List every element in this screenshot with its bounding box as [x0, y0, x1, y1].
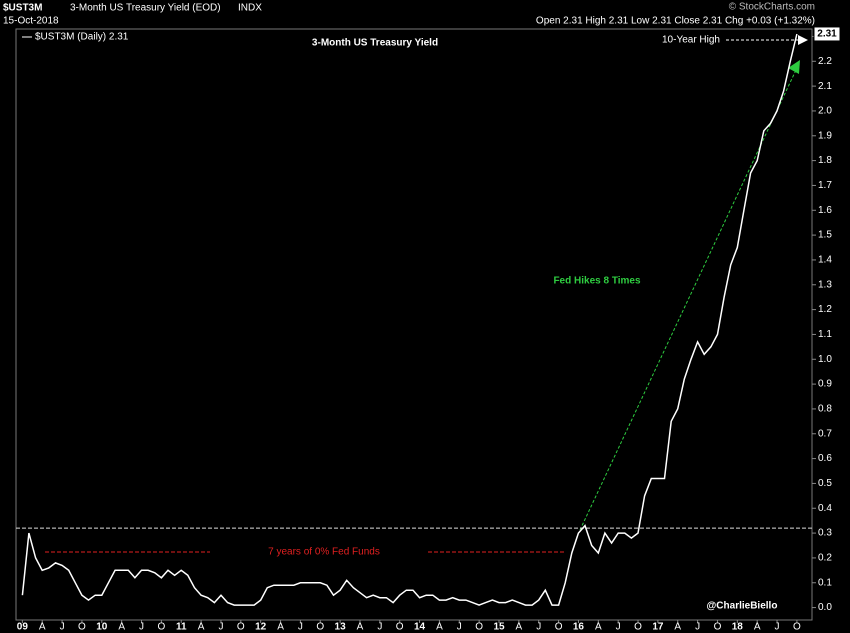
date: 15-Oct-2018 — [3, 16, 59, 27]
x-tick-label: J — [218, 622, 223, 633]
y-tick-label: 1.0 — [818, 354, 832, 365]
x-tick-label: O — [714, 622, 722, 633]
annotation: Fed Hikes 8 Times — [553, 276, 641, 287]
y-tick-label: 0.0 — [818, 602, 832, 613]
y-tick-label: 0.6 — [818, 453, 832, 464]
x-tick-label: O — [793, 622, 801, 633]
legend-entry: $UST3M (Daily) 2.31 — [35, 32, 129, 43]
x-tick-label: 13 — [335, 622, 347, 633]
y-tick-label: 0.7 — [818, 428, 832, 439]
x-tick-label: O — [78, 622, 86, 633]
x-tick-label: J — [298, 622, 303, 633]
x-tick-label: A — [198, 622, 205, 633]
arrow-head — [788, 60, 800, 74]
symbol: $UST3M — [3, 3, 42, 14]
last-value-box — [813, 26, 841, 42]
x-tick-label: 16 — [573, 622, 585, 633]
y-tick-label: 0.1 — [818, 577, 832, 588]
symbol-name: 3-Month US Treasury Yield (EOD) — [70, 3, 221, 14]
y-tick-label: 1.9 — [818, 130, 832, 141]
annotation: 10-Year High — [662, 35, 720, 46]
x-tick-label: O — [475, 622, 483, 633]
chart-title: 3-Month US Treasury Yield — [312, 38, 438, 49]
x-tick-label: A — [118, 622, 125, 633]
x-tick-label: O — [157, 622, 165, 633]
y-tick-label: 1.6 — [818, 205, 832, 216]
x-tick-label: A — [674, 622, 681, 633]
x-tick-label: A — [436, 622, 443, 633]
x-tick-label: O — [634, 622, 642, 633]
y-tick-label: 1.4 — [818, 255, 832, 266]
x-tick-label: A — [39, 622, 46, 633]
y-tick-label: 0.5 — [818, 478, 832, 489]
annotation: 7 years of 0% Fed Funds — [268, 547, 380, 558]
x-tick-label: J — [457, 622, 462, 633]
x-tick-label: O — [237, 622, 245, 633]
y-tick-label: 0.2 — [818, 553, 832, 564]
x-tick-label: 12 — [255, 622, 267, 633]
x-tick-label: A — [754, 622, 761, 633]
y-tick-label: 0.4 — [818, 503, 832, 514]
y-tick-label: 0.8 — [818, 404, 832, 415]
y-tick-label: 0.9 — [818, 379, 832, 390]
exchange: INDX — [238, 3, 262, 14]
y-tick-label: 2.2 — [818, 56, 832, 67]
y-tick-label: 1.5 — [818, 230, 832, 241]
series-line — [21, 33, 798, 606]
x-tick-label: J — [377, 622, 382, 633]
y-tick-label: 1.3 — [818, 279, 832, 290]
y-tick-label: 1.8 — [818, 155, 832, 166]
x-tick-label: J — [695, 622, 700, 633]
x-tick-label: A — [277, 622, 284, 633]
x-tick-label: O — [396, 622, 404, 633]
x-tick-label: 11 — [176, 622, 187, 633]
y-tick-label: 1.7 — [818, 180, 832, 191]
quote: Open 2.31 High 2.31 Low 2.31 Close 2.31 … — [536, 16, 815, 27]
y-tick-label: 2.1 — [818, 81, 832, 92]
x-tick-label: O — [555, 622, 563, 633]
plot-frame — [15, 28, 813, 621]
x-tick-label: J — [536, 622, 541, 633]
x-tick-label: 17 — [652, 622, 664, 633]
x-tick-label: J — [616, 622, 621, 633]
x-tick-label: A — [357, 622, 364, 633]
x-tick-label: O — [316, 622, 324, 633]
y-tick-label: 1.1 — [818, 329, 832, 340]
watermark: @CharlieBiello — [707, 601, 778, 612]
x-tick-label: J — [60, 622, 65, 633]
y-tick-label: 2.0 — [818, 106, 832, 117]
source: © StockCharts.com — [729, 2, 815, 13]
x-tick-label: 18 — [732, 622, 744, 633]
y-tick-label: 1.2 — [818, 304, 832, 315]
x-tick-label: 10 — [96, 622, 108, 633]
x-tick-label: J — [775, 622, 780, 633]
y-tick-label: 0.3 — [818, 528, 832, 539]
x-tick-label: A — [595, 622, 602, 633]
x-tick-label: 09 — [17, 622, 29, 633]
x-tick-label: J — [139, 622, 144, 633]
arrow-head — [798, 35, 808, 45]
last-value-label: 2.31 — [817, 29, 837, 40]
x-tick-label: 14 — [414, 622, 426, 633]
x-tick-label: 15 — [493, 622, 505, 633]
x-tick-label: A — [516, 622, 523, 633]
